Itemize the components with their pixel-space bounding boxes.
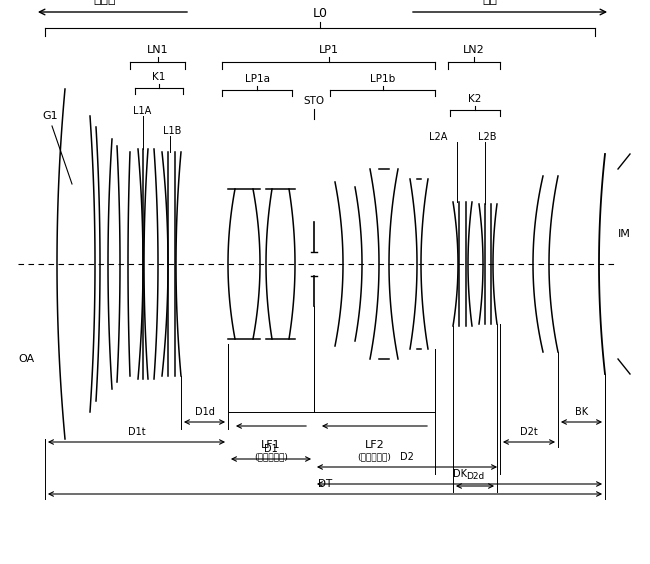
Text: D1t: D1t [127, 427, 146, 437]
Text: OA: OA [18, 354, 34, 364]
Text: LN1: LN1 [147, 45, 168, 55]
Text: LP1: LP1 [318, 45, 339, 55]
Text: L0: L0 [313, 7, 328, 20]
Text: LP1b: LP1b [370, 74, 395, 84]
Text: L2B: L2B [478, 132, 497, 142]
Text: K2: K2 [468, 94, 482, 104]
Text: D1d: D1d [194, 407, 214, 417]
Text: 物体側: 物体側 [94, 0, 116, 6]
Text: (フォーカス): (フォーカス) [254, 452, 288, 461]
Text: IM: IM [618, 229, 631, 239]
Text: L1A: L1A [133, 106, 151, 116]
Text: K1: K1 [152, 72, 166, 82]
Text: D1: D1 [264, 444, 278, 454]
Text: (フォーカス): (フォーカス) [358, 452, 391, 461]
Text: BK: BK [575, 407, 588, 417]
Text: D2d: D2d [466, 472, 484, 481]
Text: L2A: L2A [428, 132, 447, 142]
Text: L1B: L1B [163, 126, 181, 136]
Text: STO: STO [304, 96, 324, 106]
Text: 像側: 像側 [482, 0, 497, 6]
Text: LF1: LF1 [261, 440, 281, 450]
Text: LN2: LN2 [463, 45, 485, 55]
Text: LF2: LF2 [365, 440, 384, 450]
Text: DK: DK [452, 469, 467, 479]
Text: LP1a: LP1a [244, 74, 270, 84]
Text: G1: G1 [42, 111, 58, 121]
Text: D2: D2 [400, 452, 414, 462]
Text: D2t: D2t [520, 427, 538, 437]
Text: DT: DT [318, 479, 332, 489]
